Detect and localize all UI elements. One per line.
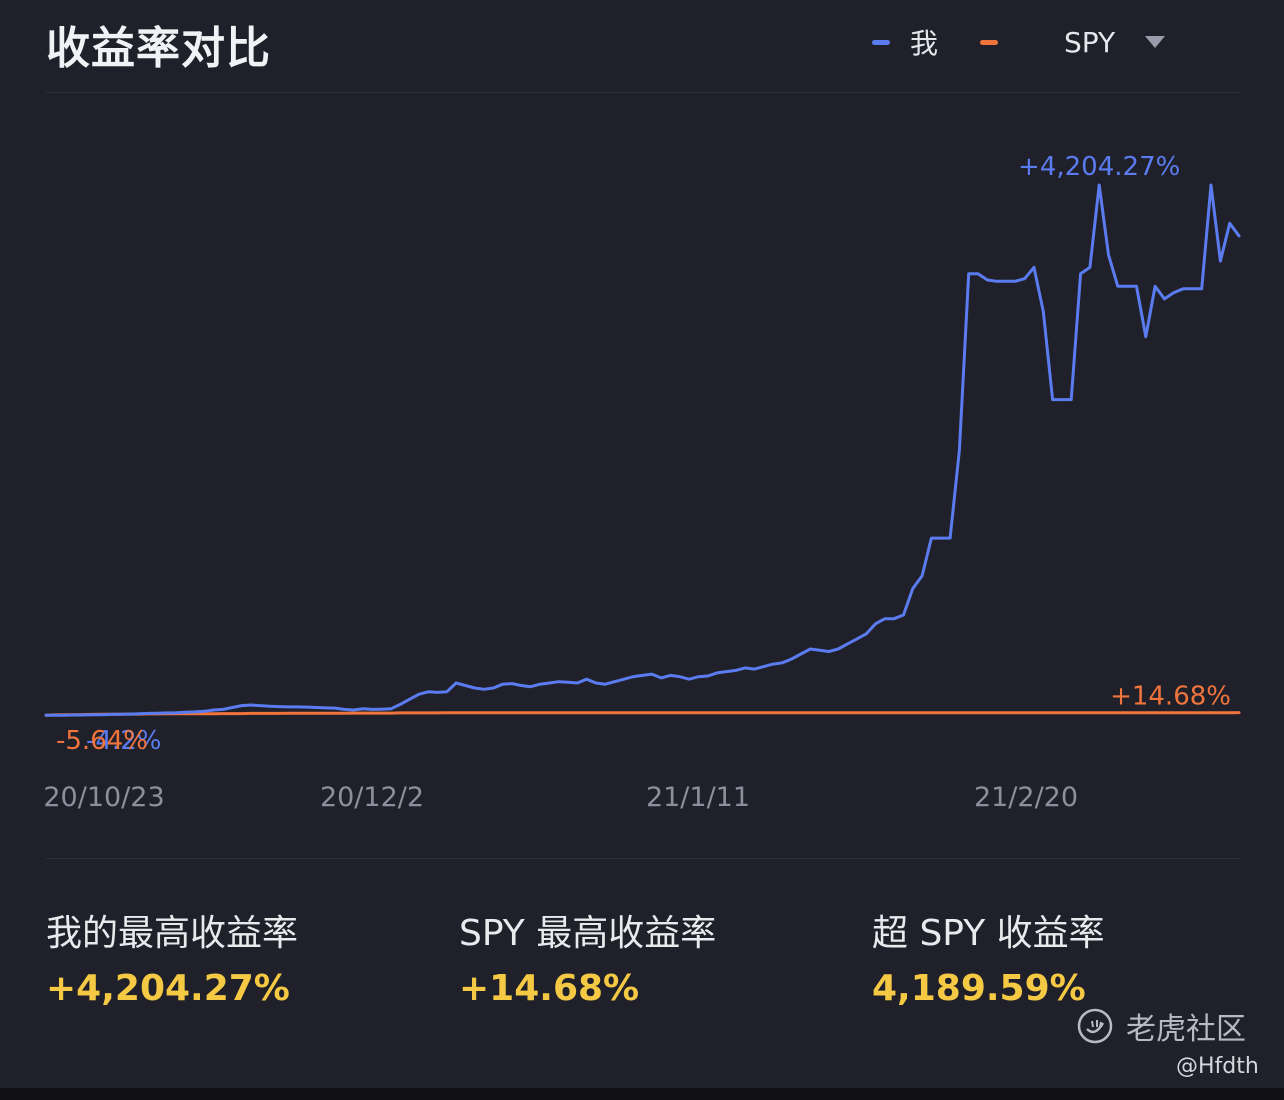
x-tick-label: 20/12/2 <box>320 782 424 813</box>
line-chart: 20/10/23 20/12/2 21/1/11 21/2/20 -4.2%-5.64%… <box>43 152 1241 813</box>
legend-swatch-spy <box>980 39 999 45</box>
stat-value-spy-max-return: +14.68% <box>459 968 640 1009</box>
x-tick-label: 21/1/11 <box>646 782 750 813</box>
data-label: +14.68% <box>1110 682 1231 712</box>
footer-divider <box>46 858 1240 859</box>
legend-swatch-mine <box>872 39 890 45</box>
stat-value-excess-return: 4,189.59% <box>872 968 1086 1009</box>
data-label: -4.2% <box>86 726 161 756</box>
watermark-brand: 老虎社区 <box>1126 1012 1246 1047</box>
data-label: -5.64% <box>56 726 148 756</box>
watermark: 老虎社区 <box>1076 1004 1246 1048</box>
watermark-handle: @Hfdth <box>1176 1054 1259 1079</box>
chart-title: 收益率对比 <box>46 23 271 74</box>
stat-value-my-max-return: +4,204.27% <box>46 968 290 1009</box>
stat-label-excess-return: 超 SPY 收益率 <box>872 913 1105 954</box>
bottom-strip <box>0 1088 1284 1100</box>
series-line-spy <box>44 711 1241 717</box>
stat-label-my-max-return: 我的最高收益率 <box>46 913 299 954</box>
data-label: +4,204.27% <box>1018 152 1180 182</box>
header-divider <box>46 92 1240 93</box>
stat-label-spy-max-return: SPY 最高收益率 <box>459 913 717 954</box>
dropdown-caret-icon[interactable] <box>1145 36 1166 48</box>
x-tick-label: 21/2/20 <box>974 782 1078 813</box>
x-tick-label: 20/10/23 <box>43 782 164 813</box>
legend: 我 SPY <box>872 22 1166 62</box>
series-line-mine <box>44 183 1241 717</box>
benchmark-selector-label[interactable]: SPY <box>1064 25 1116 59</box>
legend-label-mine: 我 <box>910 27 939 60</box>
tiger-logo-icon <box>1077 1008 1113 1044</box>
